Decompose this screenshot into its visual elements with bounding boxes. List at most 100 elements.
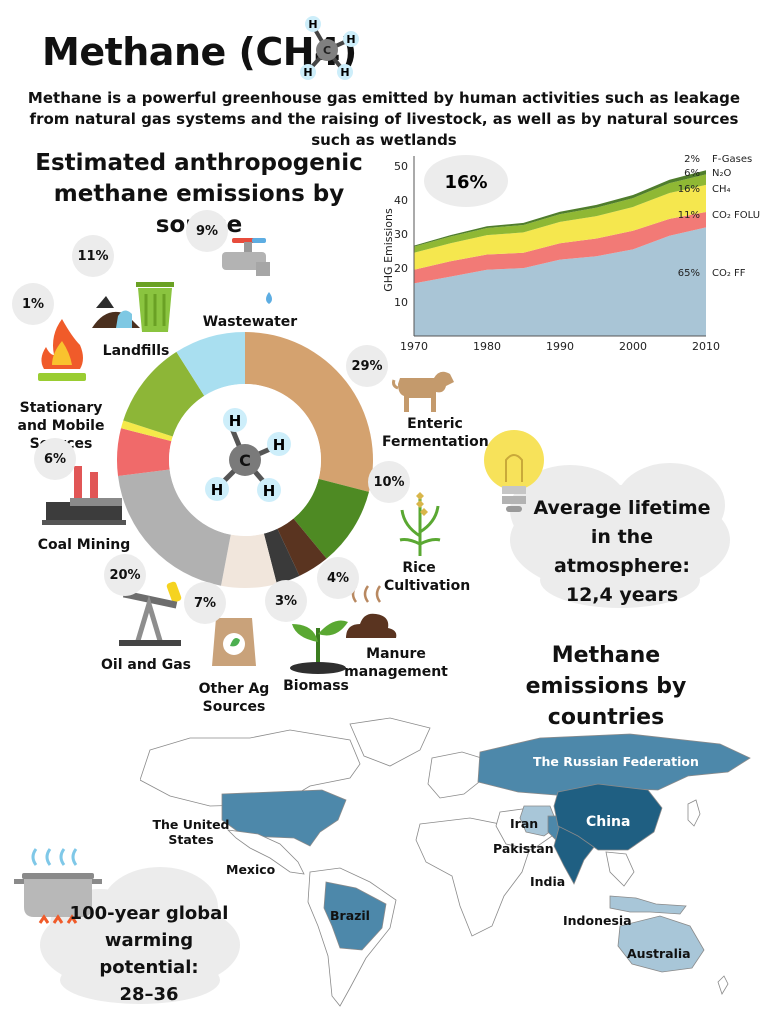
- other-ag-percent: 7%: [184, 582, 226, 624]
- y-tick-label: 40: [394, 194, 408, 207]
- russia-region: [477, 733, 751, 797]
- lifetime-line1: Average lifetime: [533, 497, 711, 519]
- donut-slice-9: [176, 332, 245, 396]
- x-tick-label: 1970: [400, 340, 428, 353]
- cow-icon: [392, 371, 454, 412]
- lifetime-line2: in the atmosphere:: [554, 526, 690, 577]
- x-tick-label: 2010: [692, 340, 720, 353]
- manure-icon: [346, 585, 397, 638]
- series-share-label: 11%: [678, 210, 700, 221]
- hydrogen-label: H: [229, 412, 242, 430]
- manure-percent: 4%: [317, 557, 359, 599]
- country-label-india: India: [530, 874, 566, 889]
- oil-gas-percent: 20%: [104, 554, 146, 596]
- sources-donut: C H H H H: [117, 332, 373, 588]
- wastewater-label: Wastewater: [202, 314, 298, 330]
- country-label-russia: The Russian Federation: [533, 754, 699, 769]
- y-tick-label: 50: [394, 160, 408, 173]
- biomass-label: Biomass: [283, 678, 349, 694]
- x-tick-label: 2000: [619, 340, 647, 353]
- series-share-label: 16%: [678, 184, 700, 195]
- world-map: [140, 717, 751, 1007]
- brazil-region: [323, 881, 387, 951]
- methane-molecule-icon: H H H H C: [300, 16, 359, 80]
- wastewater-percent: 9%: [186, 210, 228, 252]
- usa-region: [221, 789, 347, 847]
- donut-slice-7: [121, 420, 173, 442]
- carbon-label: C: [323, 44, 331, 57]
- country-label-pakistan: Pakistan: [493, 841, 554, 856]
- area-series-4: [414, 170, 706, 247]
- hydrogen-label: H: [273, 436, 286, 454]
- lifetime-cloud: [484, 430, 730, 608]
- country-label-australia: Australia: [627, 946, 691, 961]
- donut-slice-3: [263, 528, 300, 584]
- gwp-cloud: [14, 848, 240, 1004]
- boiling-pot-icon: [14, 848, 102, 924]
- gwp-text: 100-year global warming potential: 28–36: [64, 900, 234, 1008]
- series-name-label: CO₂ FOLU: [712, 210, 760, 221]
- fire-icon: [38, 319, 86, 381]
- china-region: [553, 783, 663, 851]
- other-ag-label: Other Ag Sources: [198, 681, 270, 715]
- donut-slice-5: [118, 469, 231, 586]
- faucet-icon: [222, 238, 272, 304]
- series-name-label: CH₄: [712, 184, 731, 195]
- area-series-1: [414, 212, 706, 284]
- chart-callout: 16%: [444, 172, 487, 193]
- country-label-iran: Iran: [510, 816, 539, 831]
- area-series-2: [414, 184, 706, 270]
- rice-label: Rice Cultivation: [384, 560, 471, 594]
- hydrogen-label: H: [346, 33, 355, 46]
- y-axis-label: GHG Emissions: [382, 208, 395, 292]
- gwp-line3: 28–36: [119, 984, 179, 1005]
- australia-region: [617, 915, 705, 973]
- x-tick-label: 1990: [546, 340, 574, 353]
- landfills-percent: 11%: [72, 235, 114, 277]
- donut-slice-6: [117, 428, 172, 477]
- hydrogen-label: H: [211, 481, 224, 499]
- manure-label: Manure management: [344, 646, 448, 680]
- country-label-brazil: Brazil: [330, 908, 370, 923]
- area-series-3: [414, 174, 706, 253]
- coal-mining-percent: 6%: [34, 438, 76, 480]
- series-name-label: F-Gases: [712, 154, 752, 165]
- country-label-indonesia: Indonesia: [563, 913, 632, 928]
- country-label-mexico: Mexico: [226, 862, 276, 877]
- landfills-label: Landfills: [102, 343, 170, 359]
- stationary-percent: 1%: [12, 283, 54, 325]
- y-tick-label: 30: [394, 228, 408, 241]
- indonesia-region: [609, 895, 687, 915]
- series-share-label: 2%: [684, 154, 700, 165]
- enteric-percent: 29%: [346, 345, 388, 387]
- y-tick-label: 10: [394, 296, 408, 309]
- rice-plant-icon: [399, 492, 441, 556]
- enteric-label: Enteric Fermentation: [382, 416, 489, 450]
- series-name-label: CO₂ FF: [712, 268, 746, 279]
- donut-slice-1: [293, 478, 369, 559]
- hydrogen-label: H: [263, 482, 276, 500]
- countries-heading: Methane emissions by countries: [525, 643, 687, 730]
- lifetime-text: Average lifetime in the atmosphere: 12,4…: [522, 494, 722, 610]
- feed-sack-icon: [212, 618, 256, 666]
- oil-pump-icon: [119, 581, 182, 646]
- country-label-usa: The United States: [152, 817, 230, 847]
- country-label-china: China: [586, 814, 631, 830]
- hydrogen-label: H: [303, 66, 312, 79]
- hydrogen-label: H: [340, 66, 349, 79]
- series-share-label: 65%: [678, 268, 700, 279]
- donut-slice-0: [245, 332, 373, 492]
- gwp-line1: 100-year global: [69, 903, 229, 924]
- donut-center-molecule: C H H H H: [205, 408, 291, 502]
- gwp-line2: warming potential:: [99, 930, 199, 978]
- hydrogen-label: H: [308, 18, 317, 31]
- series-share-label: 6%: [684, 168, 700, 179]
- sources-heading: Estimated anthropogenic methane emission…: [35, 150, 363, 238]
- rice-percent: 10%: [368, 461, 410, 503]
- oil-gas-label: Oil and Gas: [101, 657, 191, 673]
- donut-slice-2: [277, 518, 327, 576]
- coal-mining-label: Coal Mining: [37, 537, 131, 553]
- donut-slice-4: [221, 533, 277, 588]
- series-name-label: N₂O: [712, 168, 731, 179]
- carbon-label: C: [239, 451, 251, 470]
